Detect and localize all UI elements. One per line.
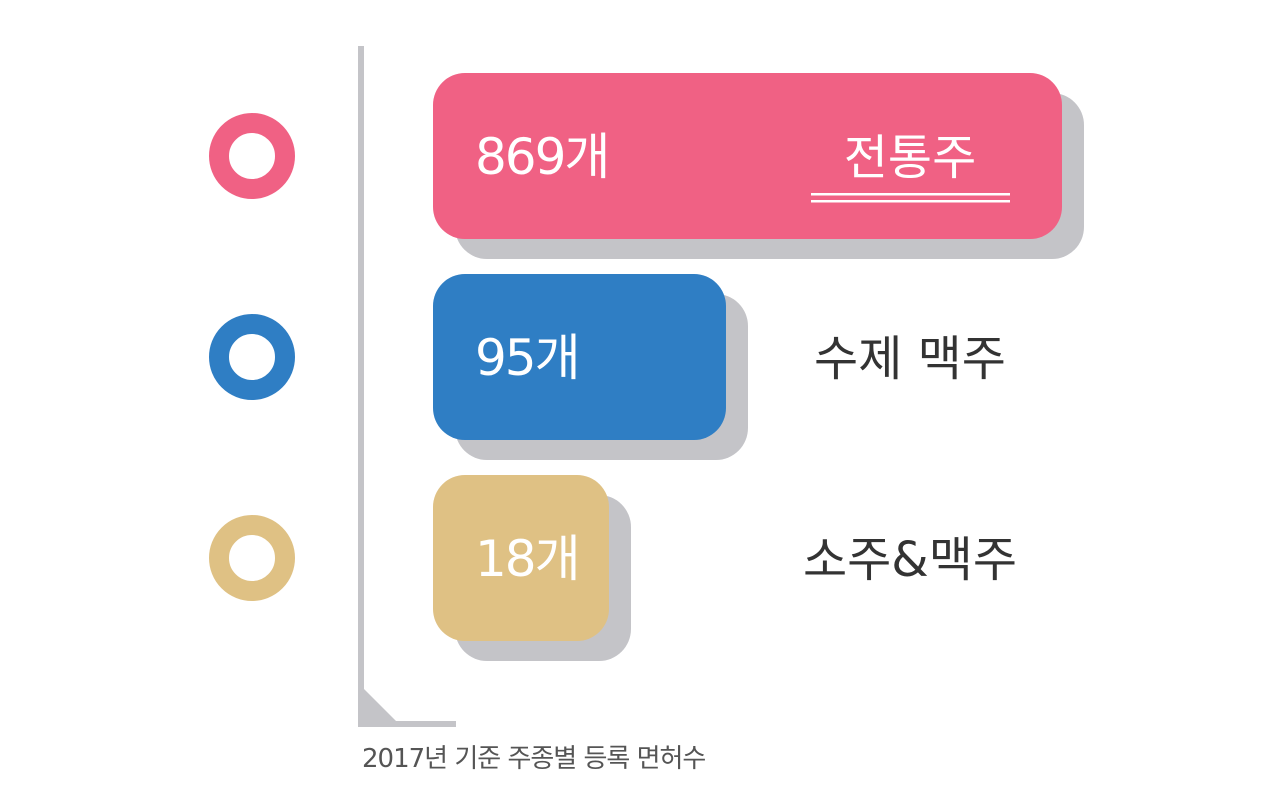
bar-value-label: 95개 — [475, 329, 579, 387]
category-underline — [811, 193, 1010, 196]
bar — [433, 274, 726, 440]
category-label: 소주&맥주 — [803, 532, 1017, 588]
series-marker-ring — [209, 113, 295, 199]
category-label: 전통주 — [844, 130, 976, 186]
bar-value-label: 18개 — [475, 530, 579, 588]
chart-note: 2017년 기준 주종별 등록 면허수 — [362, 744, 706, 774]
series-marker-ring — [209, 515, 295, 601]
category-underline — [811, 200, 1010, 203]
chart-marks: 869개 전통주 95개 수제 맥주 18개 소주&맥주 — [209, 73, 1084, 661]
category-label: 수제 맥주 — [814, 331, 1006, 387]
bar-value-label: 869개 — [475, 128, 608, 186]
series-marker-ring — [209, 314, 295, 400]
bar — [433, 475, 609, 641]
y-axis-line — [358, 46, 364, 727]
chart-axis — [358, 46, 456, 727]
x-axis-line — [358, 721, 456, 727]
axis-corner-notch — [364, 689, 396, 721]
bar — [433, 73, 1062, 239]
